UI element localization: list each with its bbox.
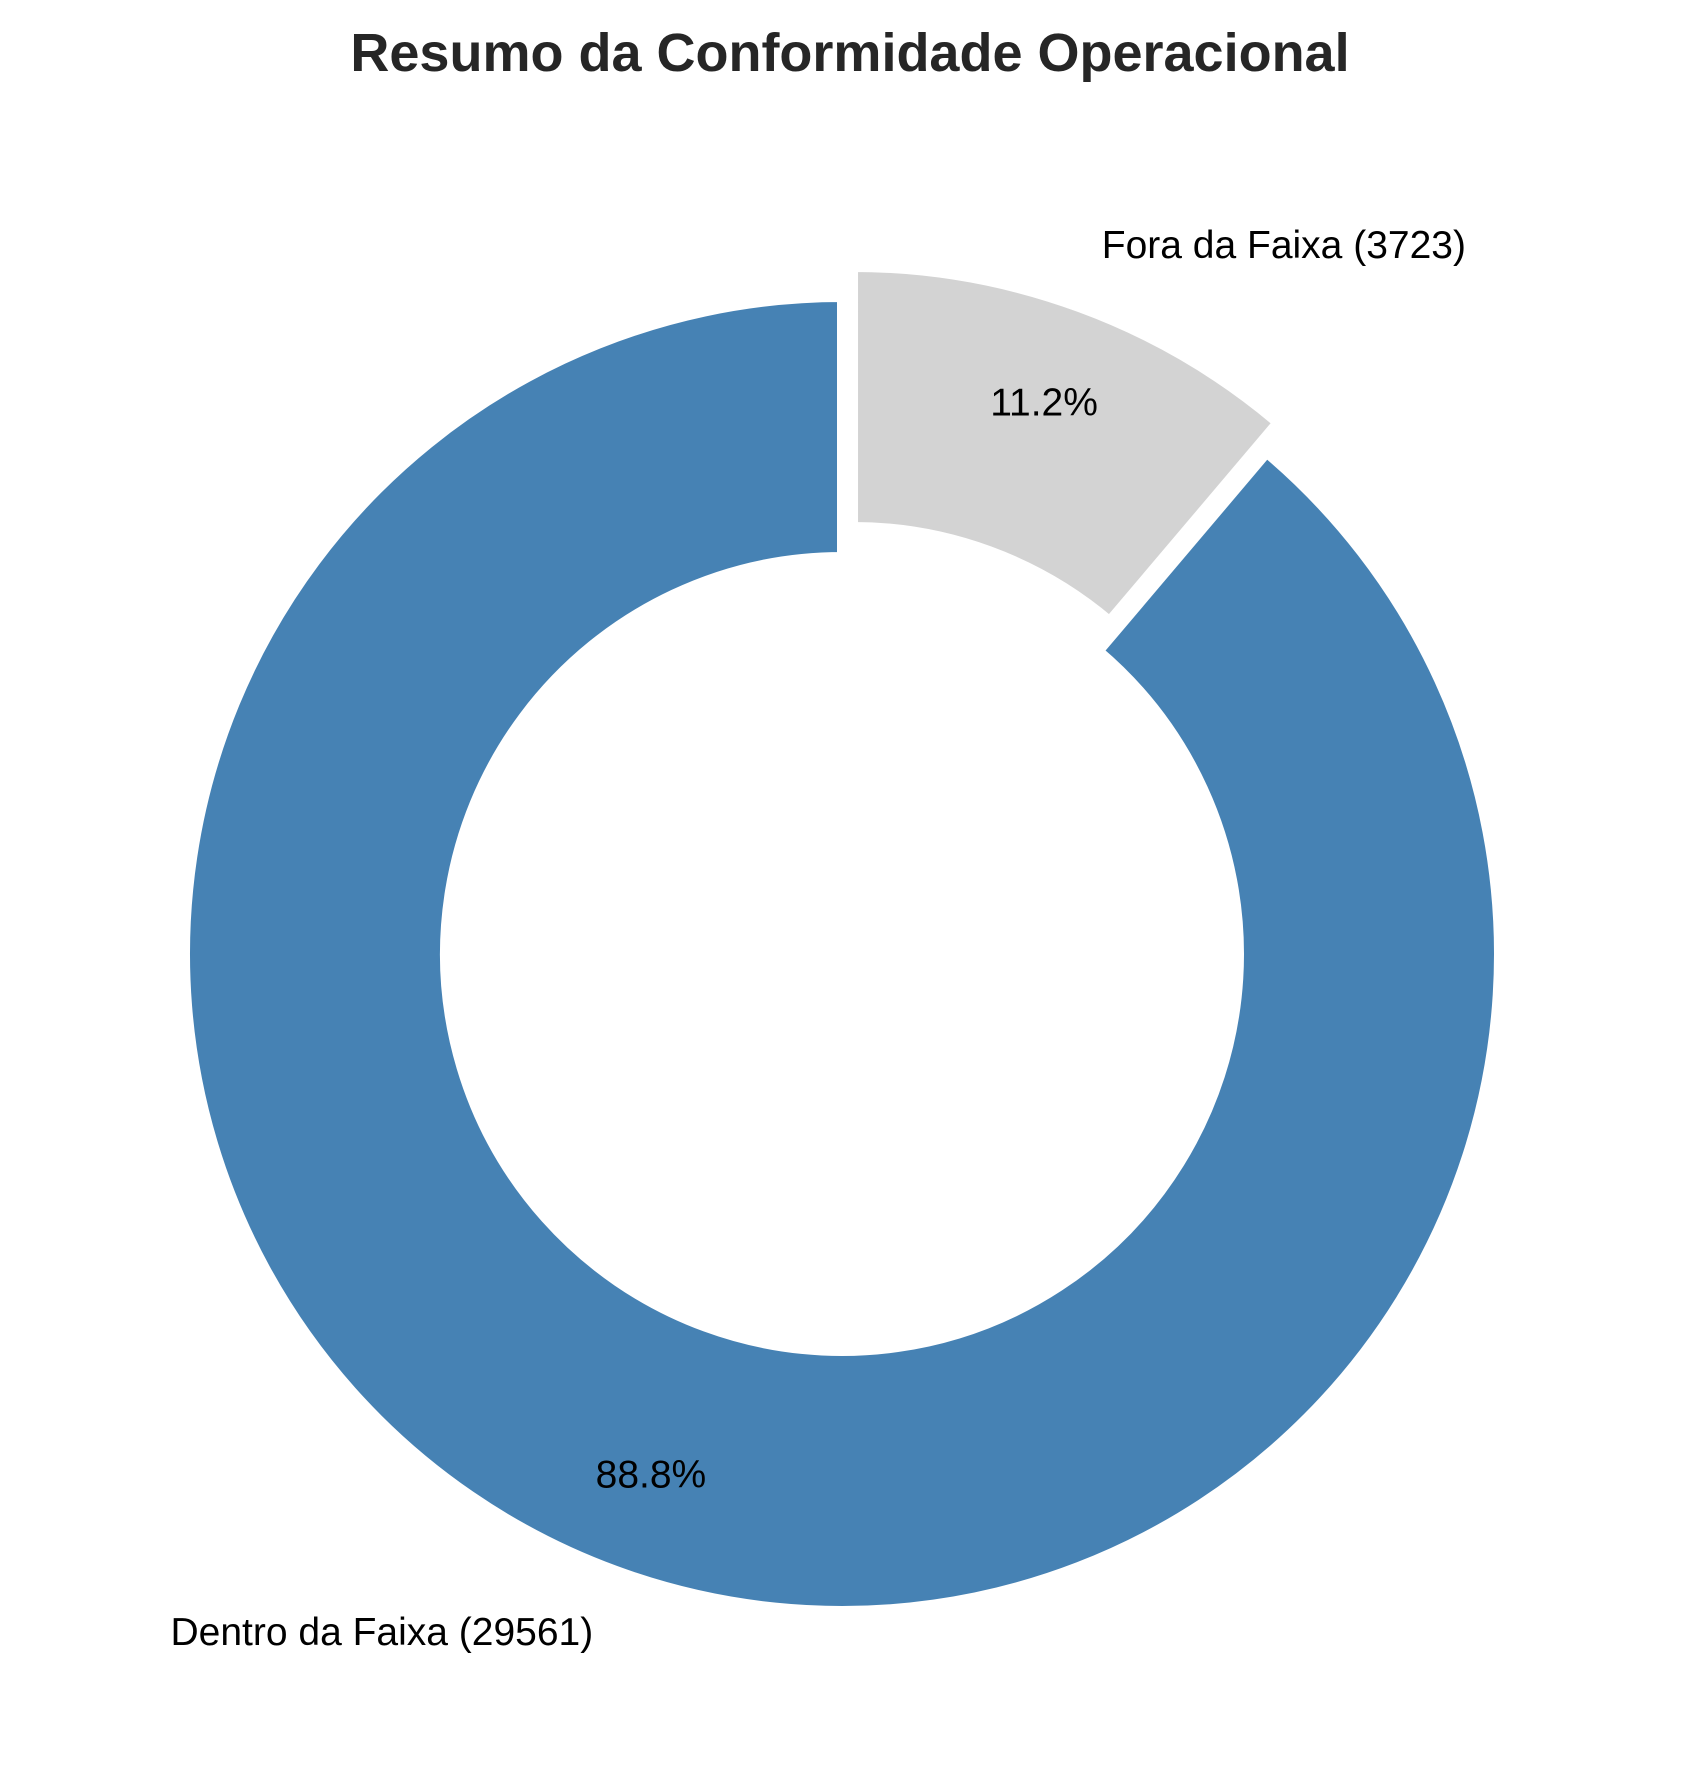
category-label-fora-da-faixa: Fora da Faixa (3723) xyxy=(1102,224,1466,267)
pct-label-dentro-da-faixa: 88.8% xyxy=(596,1454,707,1497)
donut-slice-dentro-da-faixa xyxy=(180,291,1504,1616)
category-label-dentro-da-faixa: Dentro da Faixa (29561) xyxy=(170,1611,593,1654)
chart-title: Resumo da Conformidade Operacional xyxy=(350,23,1350,83)
donut-slice-fora-da-faixa xyxy=(848,261,1285,629)
pct-label-fora-da-faixa: 11.2% xyxy=(990,381,1098,424)
